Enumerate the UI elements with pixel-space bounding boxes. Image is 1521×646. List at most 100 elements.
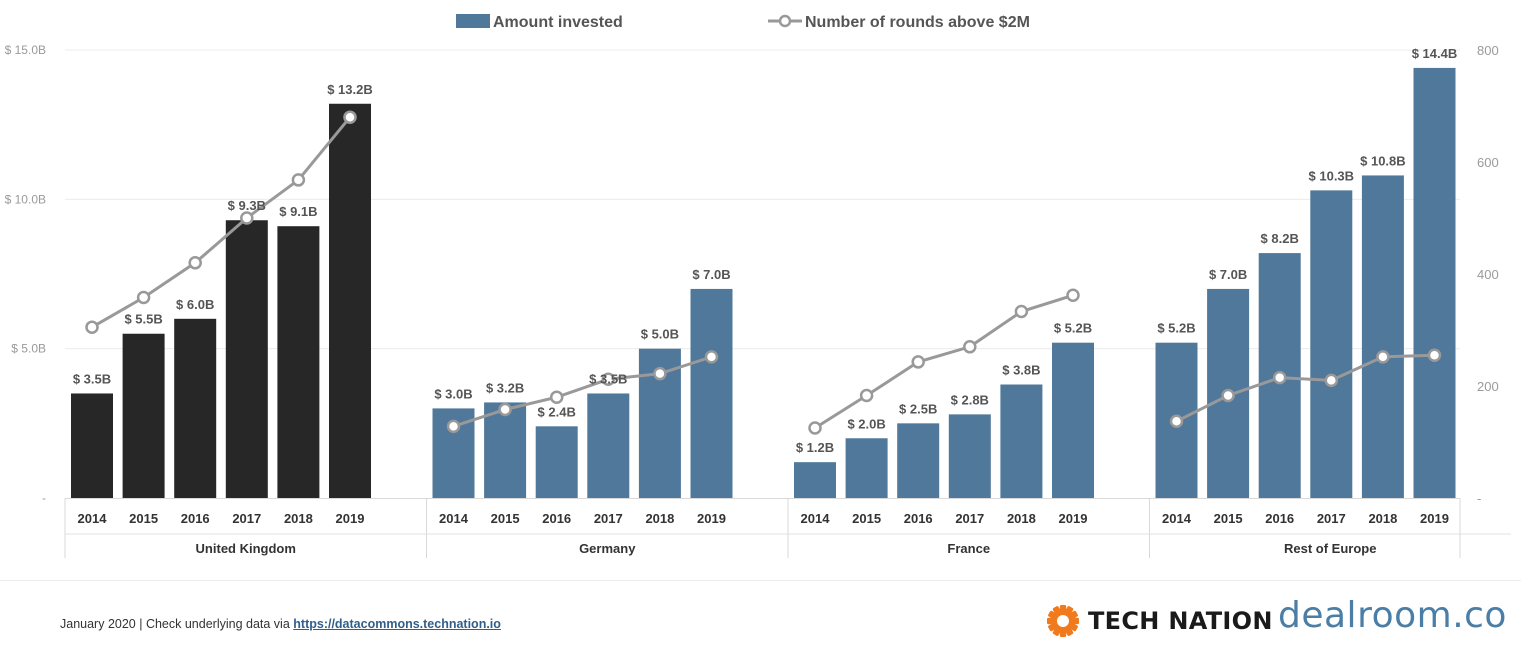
rounds-point <box>808 421 822 435</box>
group-name-label: Germany <box>579 541 636 556</box>
bar-value-label: $ 2.4B <box>538 404 576 419</box>
bar <box>277 226 320 499</box>
rounds-point <box>446 419 461 434</box>
rounds-point <box>1324 373 1339 388</box>
rounds-point <box>1272 370 1287 385</box>
year-tick-label: 2017 <box>955 511 984 526</box>
rounds-point <box>653 366 667 381</box>
year-tick-label: 2019 <box>1420 511 1449 526</box>
bar-value-label: $ 2.5B <box>899 401 937 416</box>
bar <box>535 426 578 498</box>
group-name-label: Rest of Europe <box>1284 541 1376 556</box>
left-tick-label: - <box>42 491 46 505</box>
datacommons-link[interactable]: https://datacommons.technation.io <box>293 617 501 631</box>
rounds-line <box>814 293 1074 430</box>
bar <box>71 393 113 498</box>
bar-value-label: $ 3.2B <box>486 380 524 395</box>
bar-value-label: $ 5.2B <box>1157 321 1195 336</box>
left-axis: - $ 5.0B $ 10.0B $ 15.0B <box>5 43 46 505</box>
bar-value-label: $ 1.2B <box>796 440 834 455</box>
rounds-point <box>704 350 719 364</box>
year-tick-label: 2018 <box>1007 511 1036 526</box>
year-tick-label: 2017 <box>1317 511 1346 526</box>
bar-value-label: $ 2.0B <box>847 416 885 431</box>
bar <box>1052 342 1094 498</box>
bar-value-label: $ 13.2B <box>327 82 373 97</box>
bar <box>794 462 836 498</box>
year-tick-label: 2017 <box>594 511 623 526</box>
year-tick-label: 2018 <box>645 511 674 526</box>
year-tick-label: 2016 <box>542 511 571 526</box>
year-tick-label: 2015 <box>852 511 881 526</box>
bar-value-label: $ 3.0B <box>434 386 472 401</box>
footer: January 2020 | Check underlying data via… <box>0 580 1521 646</box>
rounds-point <box>601 372 616 387</box>
year-tick-label: 2015 <box>129 511 158 526</box>
bar-value-label: $ 3.8B <box>1002 363 1040 378</box>
dealroom-logo: dealroom.co <box>1278 595 1507 636</box>
bar-value-label: $ 6.0B <box>176 297 214 312</box>
bar-value-label: $ 9.3B <box>228 198 266 213</box>
bar <box>845 438 888 498</box>
left-tick-label: $ 10.0B <box>5 192 46 206</box>
bar <box>1000 384 1043 498</box>
rounds-point <box>291 173 306 187</box>
year-tick-label: 2014 <box>78 511 108 526</box>
right-tick-label: 200 <box>1477 379 1499 394</box>
rounds-point <box>911 355 925 369</box>
right-tick-label: 400 <box>1477 267 1499 282</box>
rounds-point <box>498 402 512 417</box>
tech-nation-logo: TECH NATION <box>1046 603 1273 639</box>
legend-bar-label: Amount invested <box>493 14 623 31</box>
bar-labels: $ 3.5B $ 5.5B $ 6.0B $ 9.3B $ 9.1B $ 13.2B $ 3… <box>73 46 1457 455</box>
year-tick-label: 2016 <box>904 511 933 526</box>
rounds-point <box>343 110 357 124</box>
footer-note-text: January 2020 | Check underlying data via <box>60 617 294 631</box>
legend-bar-swatch <box>456 14 490 28</box>
rounds-point <box>240 211 254 225</box>
year-tick-label: 2019 <box>697 511 726 526</box>
year-tick-label: 2014 <box>1162 511 1192 526</box>
right-tick-label: 600 <box>1477 155 1499 170</box>
legend-line-label: Number of rounds above $2M <box>805 14 1030 31</box>
bar-value-label: $ 7.0B <box>692 267 730 282</box>
bar <box>948 414 991 498</box>
bar-value-label: $ 5.0B <box>641 327 679 342</box>
year-tick-label: 2015 <box>1214 511 1243 526</box>
year-tick-label: 2016 <box>181 511 210 526</box>
bar-value-label: $ 10.8B <box>1360 153 1406 168</box>
rounds-point <box>963 340 977 354</box>
bar-value-label: $ 10.3B <box>1309 168 1355 183</box>
bar-value-label: $ 5.5B <box>124 312 162 327</box>
left-tick-label: $ 5.0B <box>11 342 46 356</box>
year-tick-label: 2017 <box>232 511 261 526</box>
bar-value-label: $ 8.2B <box>1261 231 1299 246</box>
bar <box>690 288 733 498</box>
bar <box>122 333 165 498</box>
rounds-point <box>1376 350 1390 364</box>
rounds-point <box>136 290 151 305</box>
bar <box>1310 190 1353 498</box>
bar-value-label: $ 3.5B <box>73 371 111 386</box>
year-tick-label: 2014 <box>801 511 831 526</box>
year-tick-label: 2019 <box>336 511 365 526</box>
rounds-point <box>859 388 874 403</box>
bar <box>897 423 940 498</box>
investment-chart: - $ 5.0B $ 10.0B $ 15.0B - 200 400 600 800 $ 3.… <box>5 14 1511 558</box>
footer-note: January 2020 | Check underlying data via… <box>60 617 501 631</box>
right-axis: - 200 400 600 800 <box>1477 43 1499 506</box>
group-name-label: France <box>947 541 990 556</box>
tech-nation-wordmark: TECH NATION <box>1088 607 1273 635</box>
bar <box>174 318 217 498</box>
year-tick-label: 2018 <box>284 511 313 526</box>
bar-value-label: $ 5.2B <box>1054 321 1092 336</box>
bar-value-label: $ 2.8B <box>951 392 989 407</box>
bar <box>329 103 371 498</box>
rounds-point <box>1066 288 1080 303</box>
rounds-line <box>1175 353 1435 423</box>
right-tick-label: - <box>1477 491 1481 506</box>
orange-sunburst-icon <box>1047 605 1079 637</box>
rounds-point <box>1427 348 1442 362</box>
year-tick-label: 2019 <box>1059 511 1088 526</box>
legend-line-marker <box>778 14 792 28</box>
